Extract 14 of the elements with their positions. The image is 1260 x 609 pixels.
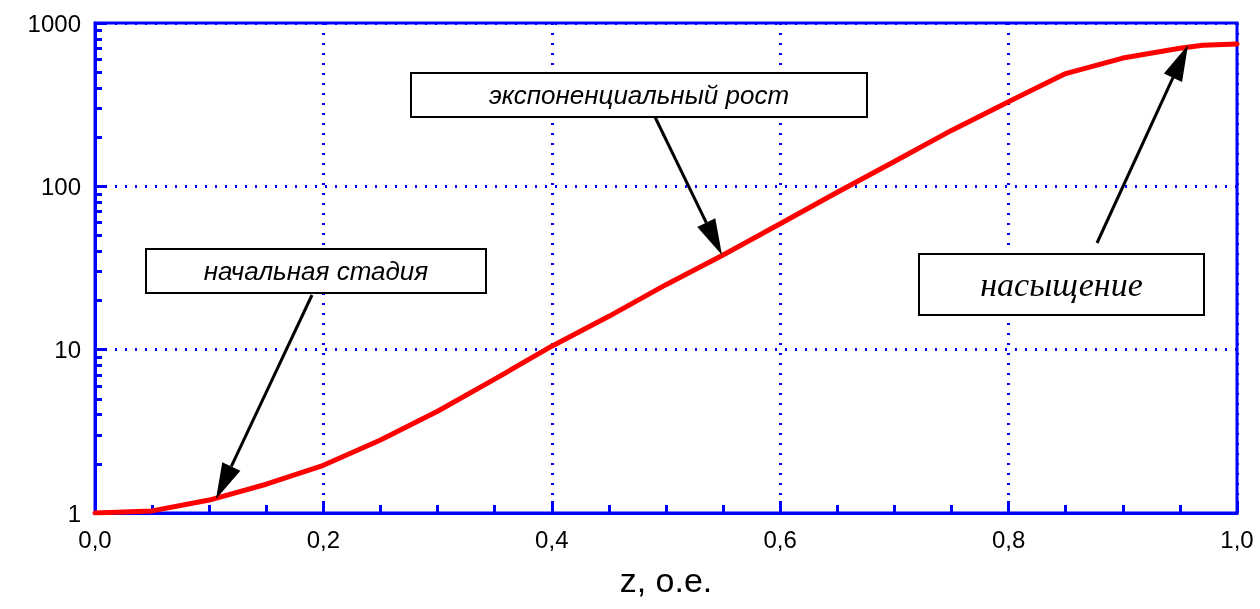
note-box: начальная стадия — [145, 248, 487, 294]
note-box: насыщение — [918, 253, 1205, 316]
x-tick-label: 0,2 — [306, 525, 341, 553]
x-tick-label: 0,6 — [763, 525, 797, 553]
x-tick-label: 0,0 — [78, 525, 112, 553]
x-tick-label: 0,4 — [535, 525, 569, 553]
y-tick-label: 1000 — [27, 9, 81, 37]
x-axis-title: z, о.е. — [619, 561, 713, 599]
y-tick-label: 10 — [54, 336, 81, 364]
note-box: экспоненциальный рост — [410, 72, 868, 118]
x-tick-label: 0,8 — [991, 525, 1026, 553]
x-tick-label: 1,0 — [1220, 525, 1254, 553]
y-tick-label: 100 — [40, 172, 81, 200]
y-tick-label: 1 — [67, 499, 81, 527]
